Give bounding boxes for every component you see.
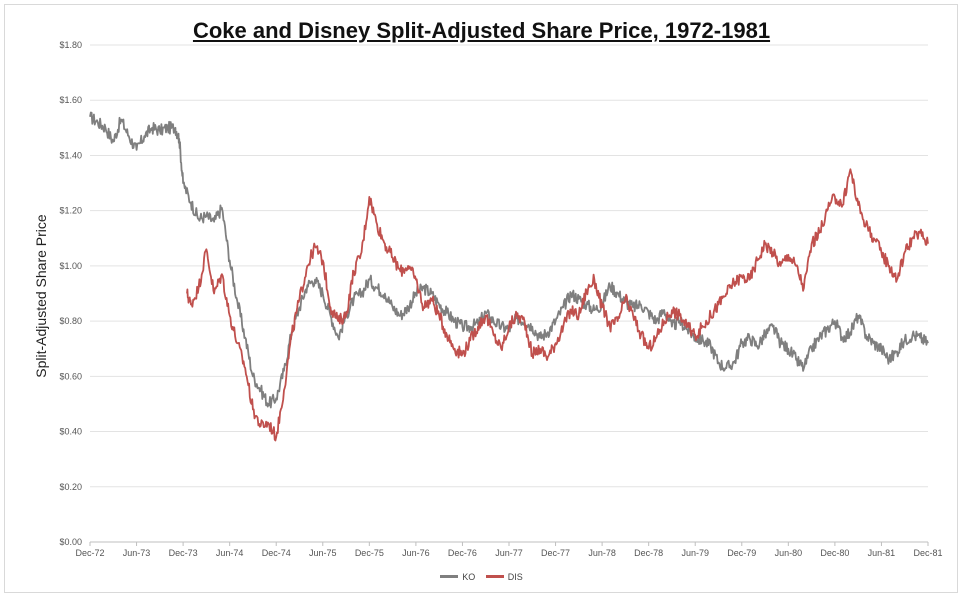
legend-item-ko: KO bbox=[440, 572, 475, 582]
series-lines bbox=[89, 111, 929, 442]
x-tick-label: Jun-73 bbox=[123, 548, 151, 558]
x-tick-label: Dec-80 bbox=[820, 548, 849, 558]
x-tick-label: Jun-74 bbox=[216, 548, 244, 558]
x-tick-label: Dec-72 bbox=[75, 548, 104, 558]
y-tick-label: $1.20 bbox=[59, 206, 82, 216]
x-tick-label: Dec-73 bbox=[169, 548, 198, 558]
x-tick-label: Dec-74 bbox=[262, 548, 291, 558]
legend-swatch-ko bbox=[440, 575, 459, 578]
y-tick-label: $1.00 bbox=[59, 261, 82, 271]
chart-title: Coke and Disney Split-Adjusted Share Pri… bbox=[192, 18, 771, 43]
x-tick-label: Jun-78 bbox=[588, 548, 616, 558]
x-tick-label: Dec-79 bbox=[727, 548, 756, 558]
legend-swatch-dis bbox=[485, 575, 504, 578]
x-tick-label: Dec-77 bbox=[541, 548, 570, 558]
x-tick-label: Dec-76 bbox=[448, 548, 477, 558]
x-tick-label: Jun-76 bbox=[402, 548, 430, 558]
x-tick-label: Jun-80 bbox=[775, 548, 803, 558]
legend: KO DIS bbox=[0, 570, 963, 582]
x-tick-label: Jun-79 bbox=[681, 548, 709, 558]
chart-frame bbox=[4, 4, 958, 593]
x-tick-label: Jun-81 bbox=[868, 548, 896, 558]
x-tick-label: Jun-75 bbox=[309, 548, 337, 558]
x-tick-label: Dec-75 bbox=[355, 548, 384, 558]
y-tick-labels: $0.00 $0.20 $0.40 $0.60 $0.80 $1.00 $1.20 $1.40… bbox=[59, 40, 82, 547]
x-tick-label: Dec-78 bbox=[634, 548, 663, 558]
x-tick-label: Dec-81 bbox=[913, 548, 942, 558]
y-tick-label: $1.80 bbox=[59, 40, 82, 50]
legend-label-dis: DIS bbox=[507, 571, 523, 582]
y-tick-label: $1.60 bbox=[59, 95, 82, 105]
series-line-dis bbox=[186, 168, 929, 442]
y-tick-label: $0.40 bbox=[59, 427, 82, 437]
legend-label-ko: KO bbox=[462, 571, 476, 582]
y-tick-label: $0.00 bbox=[59, 537, 82, 547]
series-line-ko bbox=[89, 111, 929, 409]
legend-item-dis: DIS bbox=[485, 571, 523, 582]
x-tick-labels: Dec-72 Jun-73 Dec-73 Jun-74 Dec-74 Jun-75 Dec-… bbox=[75, 548, 942, 558]
gridlines bbox=[89, 44, 929, 546]
y-tick-label: $0.80 bbox=[59, 316, 82, 326]
x-tick-label: Jun-77 bbox=[495, 548, 523, 558]
y-tick-label: $0.60 bbox=[59, 371, 82, 381]
y-tick-label: $1.40 bbox=[59, 150, 82, 160]
y-tick-label: $0.20 bbox=[59, 482, 82, 492]
